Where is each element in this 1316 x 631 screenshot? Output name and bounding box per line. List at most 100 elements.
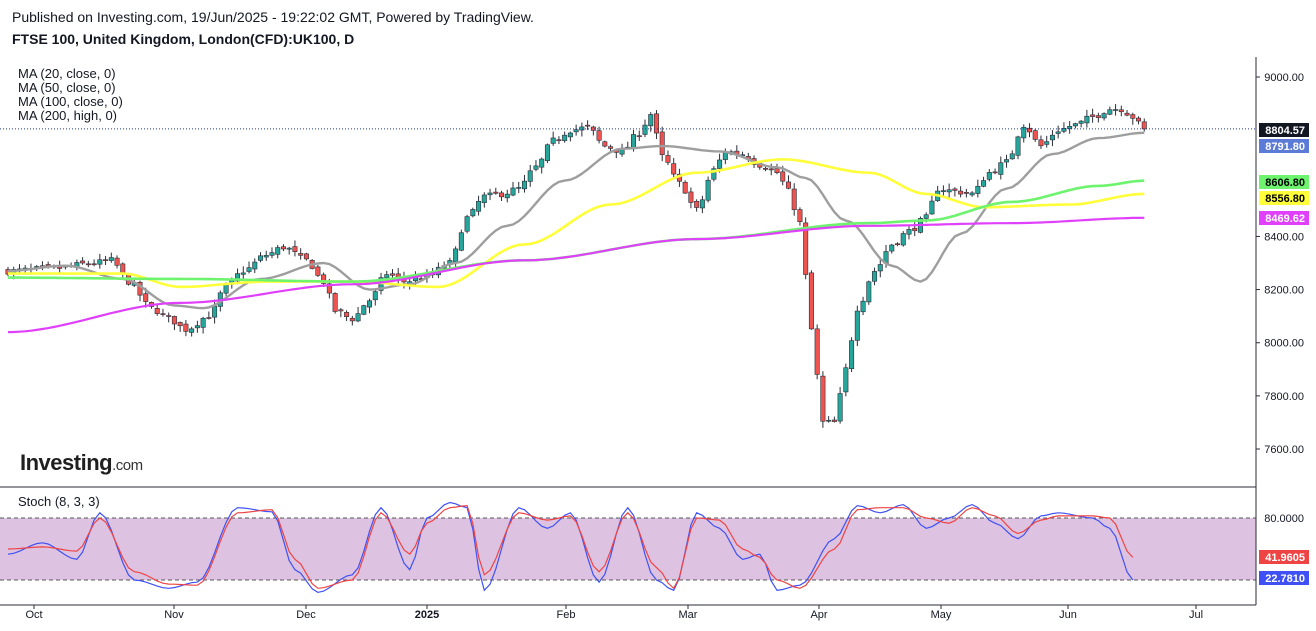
candle-body [1141,121,1147,130]
candle-body [355,313,361,322]
candle-body [923,214,929,219]
candle-body [1009,153,1015,160]
candle-body [1118,109,1124,113]
candles-layer [0,104,1256,428]
candle-body [389,273,395,276]
candle-body [458,232,464,251]
ma100-value-label: 8606.80 [1259,175,1309,189]
candle-body [682,181,688,194]
candle-body [1107,109,1113,115]
candle-body [464,216,470,232]
candle-body [1130,114,1136,119]
candle-body [544,144,550,162]
ma100-line [8,179,1145,283]
candle-body [200,317,206,328]
candle-body [166,315,172,317]
candle-body [481,194,487,203]
candle-body [837,393,843,422]
candle-body [653,113,659,134]
candle-body [108,257,114,261]
candle-body [194,325,200,329]
candle-body [476,200,482,212]
time-tick-label: Feb [557,609,576,621]
time-tick-label: Mar [679,609,698,621]
logo-name: Investing [20,450,113,475]
candle-body [1049,134,1055,141]
candle-body [596,130,602,141]
time-tick-label: Dec [296,609,316,621]
candle-body [326,283,332,294]
stoch-k-line [7,501,1134,594]
ma50-value-label-box [1259,191,1309,205]
candle-body [694,201,700,208]
candle-body [820,375,826,422]
candle-body [671,163,677,175]
candle-body [361,305,367,315]
candle-body [992,171,998,174]
stoch-lines-layer [7,501,1134,594]
price-labels-layer: 8804.57 8791.80 8606.80 8556.80 8469.62 41.96… [1259,123,1309,585]
candle-body [223,284,229,294]
stoch-d-value-label-text: 41.9605 [1265,552,1305,564]
candle-body [114,257,120,266]
candle-body [177,322,183,327]
candle-body [906,229,912,235]
candle-body [280,246,286,250]
candle-body [275,247,281,255]
candle-body [585,124,591,127]
stoch-band-layer [0,517,1256,581]
candle-body [981,180,987,187]
candle-body [562,134,568,141]
candle-body [1095,115,1101,118]
candle-body [1038,139,1044,147]
candle-body [235,273,241,282]
stoch-overbought-oversold-band [0,518,1256,580]
candle-body [499,192,505,198]
investing-logo: Investing.com [20,450,143,476]
time-tick-label: May [931,609,952,621]
price-tick-label: 7800.00 [1264,391,1304,403]
ma100-value-label-box [1259,175,1309,189]
candle-body [338,309,344,312]
candle-body [1078,120,1084,124]
ma100-value-label-text: 8606.80 [1265,177,1305,189]
candle-body [510,187,516,196]
stoch-k-value-label-box [1259,571,1309,585]
candle-body [969,192,975,196]
candle-body [860,300,866,313]
candle-body [889,244,895,252]
candle-body [1032,130,1038,140]
indicator-ma50-label: MA (50, close, 0) [18,80,116,95]
price-tick-label: 8000.00 [1264,338,1304,350]
candle-body [1136,117,1142,122]
candle-body [814,328,820,375]
candle-body [963,192,969,194]
candle-body [556,139,562,142]
candle-body [946,189,952,193]
candle-body [493,191,499,194]
stoch-tick-label: 80.0000 [1264,513,1304,525]
candle-body [154,308,160,314]
price-tick-label: 8200.00 [1264,285,1304,297]
candle-body [900,233,906,246]
candle-body [487,192,493,196]
candle-body [711,168,717,180]
ma20-line [7,131,1145,310]
candle-body [866,281,872,303]
candle-body [103,259,109,261]
candle-body [567,132,573,138]
candle-body [263,255,269,258]
candle-body [1124,112,1130,116]
candle-body [688,191,694,203]
candle-body [252,261,258,270]
time-tick-label: Oct [25,609,42,621]
indicator-ma100-label: MA (100, close, 0) [18,94,123,109]
time-tick-label: Apr [810,609,827,621]
candle-body [470,209,476,217]
candle-body [631,134,637,149]
candle-body [91,263,97,266]
candle-body [539,158,545,168]
ma200-value-label-box [1259,211,1309,225]
